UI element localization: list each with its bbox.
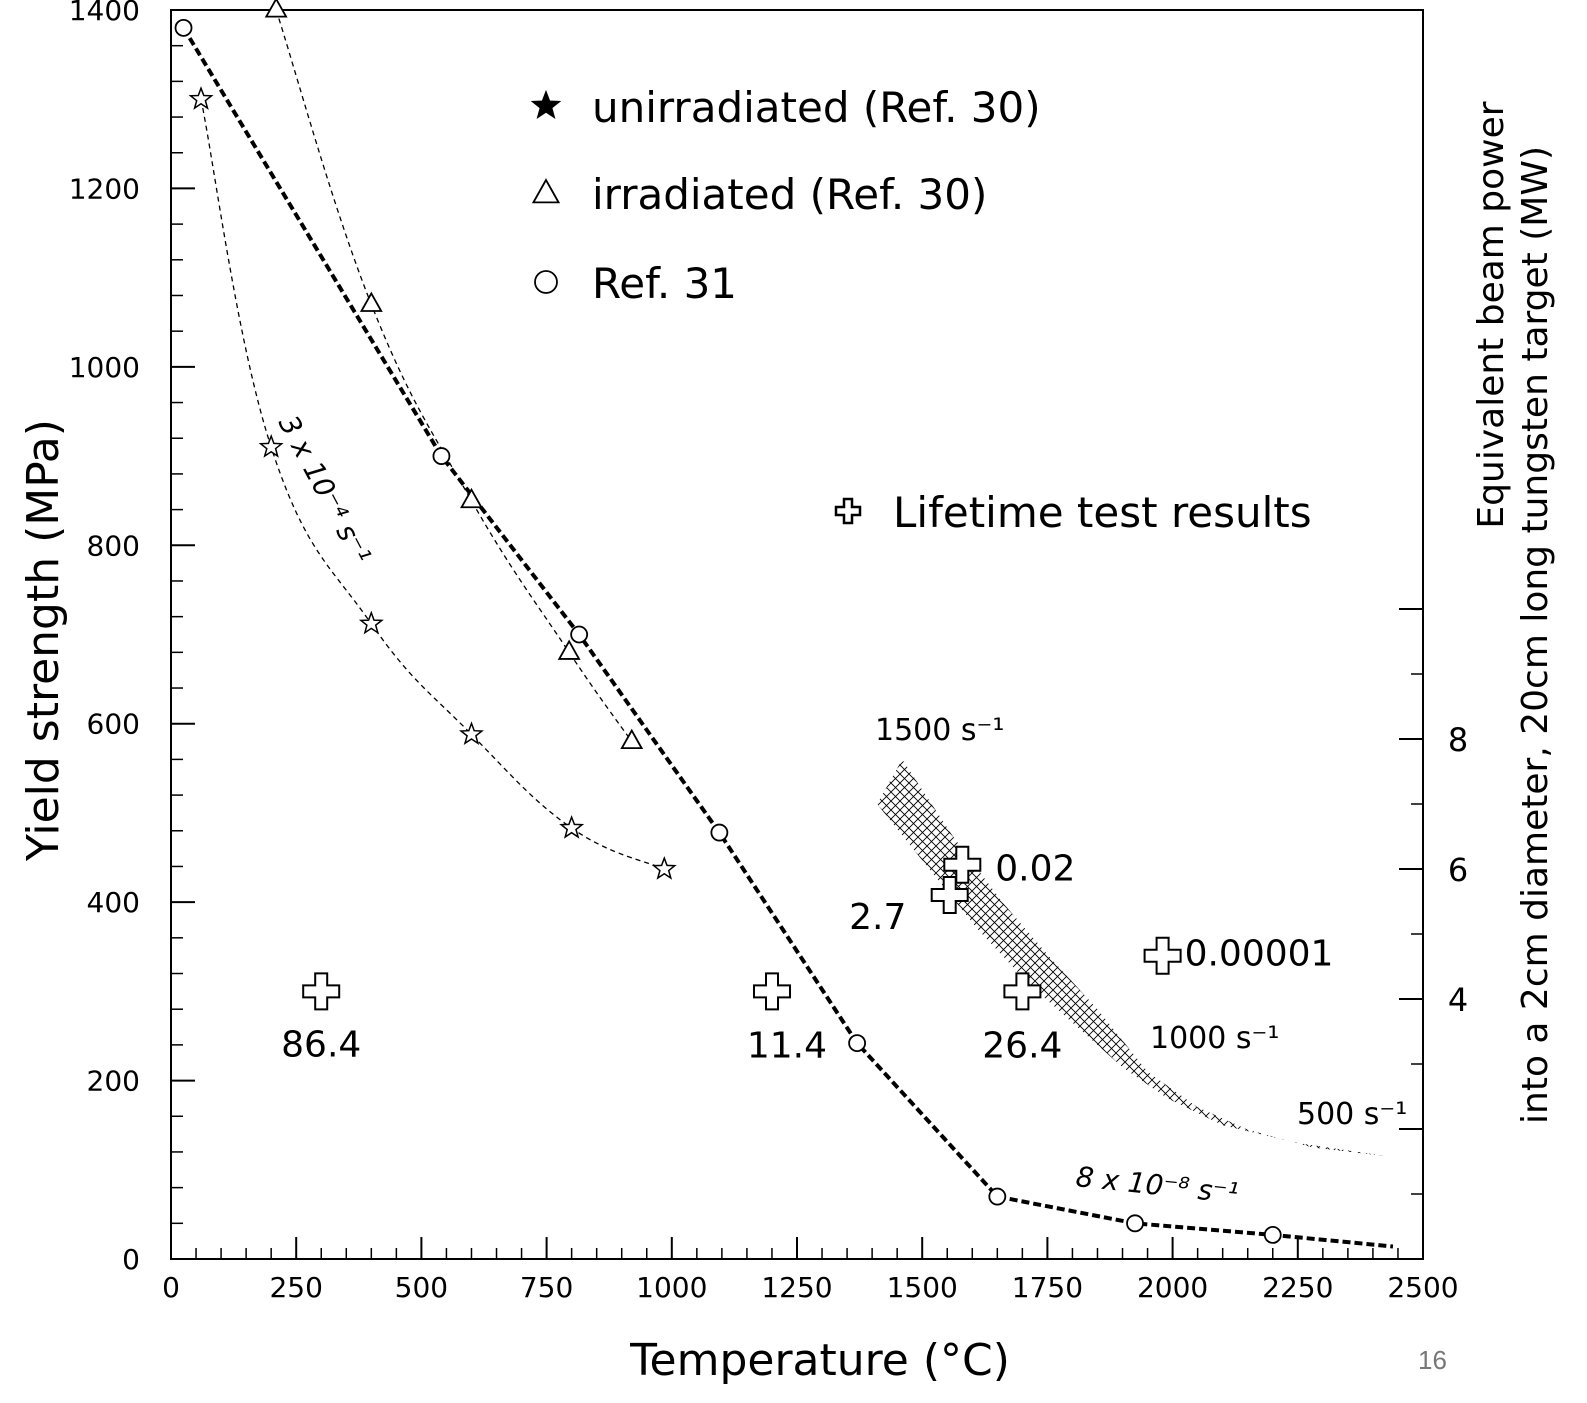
data-point-star bbox=[188, 86, 214, 110]
data-point-star bbox=[458, 721, 484, 746]
data-point-star bbox=[651, 855, 677, 880]
y-tick-label: 400 bbox=[87, 886, 140, 919]
annotation-strain-rate-1500: 1500 s⁻¹ bbox=[875, 713, 1004, 748]
data-point-triangle bbox=[620, 728, 644, 750]
data-label: 26.4 bbox=[982, 1025, 1062, 1066]
y-tick-label: 800 bbox=[87, 529, 140, 562]
data-point-circle bbox=[174, 18, 193, 37]
legend-cross-icon bbox=[834, 497, 862, 525]
data-point-triangle bbox=[557, 639, 581, 660]
data-point-cross bbox=[302, 972, 341, 1011]
legend-triangle-icon bbox=[531, 178, 561, 204]
data-point-circle bbox=[1263, 1226, 1282, 1244]
data-point-star bbox=[358, 610, 384, 635]
x-axis-label: Temperature (°C) bbox=[629, 1335, 1010, 1386]
annotation-strain-rate-8e-8: 8 x 10⁻⁸ s⁻¹ bbox=[1074, 1160, 1240, 1210]
y2-tick-label: 4 bbox=[1448, 981, 1468, 1019]
data-point-circle bbox=[848, 1034, 866, 1053]
annotation-strain-rate-1000: 1000 s⁻¹ bbox=[1150, 1021, 1279, 1056]
data-point-triangle bbox=[264, 0, 288, 18]
legend-label-unirradiated: unirradiated (Ref. 30) bbox=[592, 83, 1041, 132]
data-point-cross bbox=[753, 972, 791, 1011]
x-tick-label: 1750 bbox=[1012, 1271, 1083, 1304]
x-tick-label: 1000 bbox=[636, 1271, 707, 1304]
y-axis-label: Yield strength (MPa) bbox=[18, 419, 69, 862]
legend-star-icon bbox=[530, 89, 562, 120]
x-tick-label: 1500 bbox=[887, 1271, 958, 1304]
y-tick-label: 1200 bbox=[69, 172, 140, 205]
annotation-strain-rate-500: 500 s⁻¹ bbox=[1297, 1097, 1407, 1132]
x-tick-label: 500 bbox=[395, 1271, 448, 1304]
data-label: 11.4 bbox=[747, 1025, 827, 1066]
data-point-star bbox=[258, 433, 284, 458]
y-tick-label: 0 bbox=[122, 1243, 140, 1276]
y2-tick-label: 8 bbox=[1448, 721, 1468, 759]
y2-axis-label-line2: into a 2cm diameter, 20cm long tungsten … bbox=[1515, 146, 1556, 1124]
slide-number: 16 bbox=[1418, 1345, 1447, 1375]
strain-rate-band bbox=[877, 759, 1388, 1157]
x-tick-label: 1250 bbox=[761, 1271, 832, 1304]
x-tick-label: 2500 bbox=[1387, 1271, 1458, 1304]
x-tick-label: 2250 bbox=[1262, 1271, 1333, 1304]
data-point-triangle bbox=[460, 487, 483, 509]
legend-label-irradiated: irradiated (Ref. 30) bbox=[592, 170, 987, 219]
y2-tick-label: 6 bbox=[1448, 851, 1468, 889]
data-point-triangle bbox=[359, 291, 383, 312]
data-label: 2.7 bbox=[849, 897, 906, 938]
data-point-star bbox=[559, 814, 585, 839]
data-point-circle bbox=[710, 823, 729, 842]
x-tick-label: 0 bbox=[162, 1271, 180, 1304]
data-label: 0.02 bbox=[995, 849, 1075, 890]
data-point-cross bbox=[1143, 936, 1182, 975]
data-point-circle bbox=[432, 447, 451, 465]
data-point-circle bbox=[988, 1187, 1007, 1206]
y-tick-label: 200 bbox=[87, 1065, 140, 1098]
annotation-strain-rate-3e-4: 3 x 10⁻⁴ s⁻¹ bbox=[272, 410, 378, 570]
legend-label-ref31: Ref. 31 bbox=[592, 259, 737, 308]
data-point-circle bbox=[570, 625, 589, 644]
legend-label-lifetime: Lifetime test results bbox=[893, 488, 1312, 537]
y-tick-label: 600 bbox=[87, 708, 140, 741]
data-point-cross bbox=[943, 845, 982, 884]
data-point-cross bbox=[1003, 972, 1042, 1011]
data-point-cross bbox=[930, 876, 969, 914]
data-label: 86.4 bbox=[281, 1024, 361, 1065]
data-point-circle bbox=[1126, 1214, 1144, 1233]
series-line-1 bbox=[275, 9, 633, 742]
data-label: 0.00001 bbox=[1185, 934, 1334, 975]
y-tick-label: 1400 bbox=[69, 0, 140, 27]
x-tick-label: 250 bbox=[269, 1271, 322, 1304]
x-tick-label: 750 bbox=[520, 1271, 573, 1304]
y-tick-label: 1000 bbox=[69, 351, 140, 384]
x-tick-label: 2000 bbox=[1137, 1271, 1208, 1304]
y2-axis-label-line1: Equivalent beam power bbox=[1471, 101, 1512, 528]
legend-circle-icon bbox=[534, 270, 558, 294]
